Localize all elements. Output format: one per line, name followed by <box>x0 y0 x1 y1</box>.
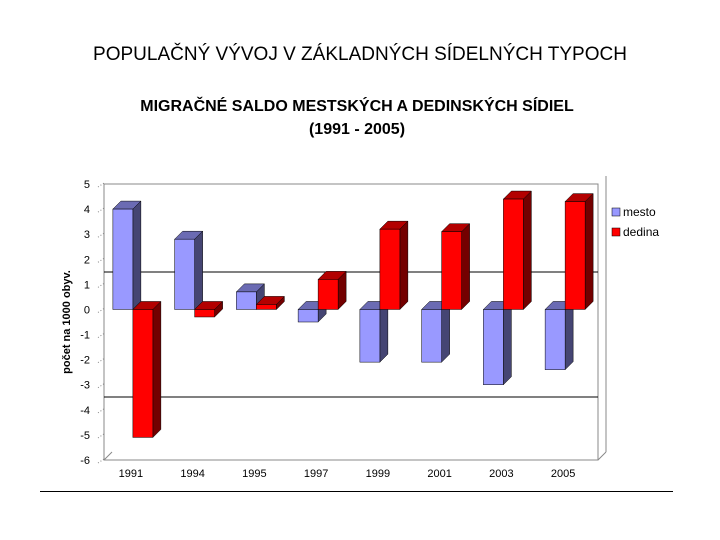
x-tick-label: 1995 <box>242 468 266 480</box>
legend-swatch-mesto <box>611 207 621 217</box>
x-tick-label: 1991 <box>119 468 143 480</box>
bar-dedina-2003 <box>502 190 532 311</box>
bar-dedina-1999 <box>379 220 409 311</box>
legend-swatch-dedina <box>611 227 621 237</box>
footer-rule <box>40 491 673 492</box>
chart-subtitle: (1991 - 2005) <box>309 121 405 138</box>
y-tick-label: 2 <box>84 254 90 266</box>
bars <box>112 190 594 439</box>
bar-mesto-1991 <box>112 200 142 311</box>
x-tick-label: 1999 <box>366 468 390 480</box>
y-tick-label: 5 <box>84 179 90 191</box>
y-tick-mark <box>97 257 105 263</box>
y-tick-label: -6 <box>80 455 90 467</box>
page-title: POPULAČNÝ VÝVOJ V ZÁKLADNÝCH SÍDELNÝCH T… <box>93 44 627 65</box>
y-axis-label: počet na 1000 obyv. <box>61 270 73 374</box>
bar-mesto-1997 <box>297 300 327 323</box>
chart-title: MIGRAČNÉ SALDO MESTSKÝCH A DEDINSKÝCH SÍ… <box>140 96 574 115</box>
y-tick-mark <box>97 282 105 288</box>
depth-edge-left <box>103 451 113 461</box>
y-tick-label: 3 <box>84 229 90 241</box>
y-tick-mark <box>97 458 105 464</box>
legend: mesto dedina <box>611 205 659 239</box>
y-tick-mark <box>97 182 105 188</box>
y-tick-mark <box>97 232 105 238</box>
y-tick-label: -4 <box>80 405 90 417</box>
y-tick-mark <box>97 383 105 389</box>
plot-box <box>103 183 599 461</box>
x-tick-label: 2003 <box>489 468 513 480</box>
bar-dedina-2001 <box>441 223 471 311</box>
x-tick-label: 1994 <box>180 468 204 480</box>
y-tick-mark <box>97 408 105 414</box>
y-tick-label: 0 <box>84 304 90 316</box>
bar-mesto-2005 <box>544 300 574 371</box>
y-tick-mark <box>97 358 105 364</box>
x-tick-label: 2001 <box>427 468 451 480</box>
y-tick-labels: 5 4 3 2 1 0 -1 -2 -3 -4 -5 -6 <box>80 179 105 467</box>
bar-dedina-2005 <box>564 192 594 311</box>
x-tick-labels: 1991 1994 1995 1997 1999 2001 2003 2005 <box>119 468 576 480</box>
y-tick-label: 1 <box>84 279 90 291</box>
bar-dedina-1997 <box>317 270 347 311</box>
y-tick-mark <box>97 433 105 439</box>
y-tick-label: -2 <box>80 355 90 367</box>
bar-mesto-2003 <box>482 300 512 386</box>
bar-mesto-1999 <box>359 300 389 363</box>
bar-dedina-1995 <box>255 295 285 311</box>
y-tick-label: -3 <box>80 380 90 392</box>
x-tick-label: 2005 <box>551 468 575 480</box>
y-tick-mark <box>97 333 105 338</box>
legend-label-dedina: dedina <box>623 225 659 239</box>
bar-dedina-1991 <box>132 300 162 439</box>
x-tick-label: 1997 <box>304 468 328 480</box>
depth-edge-right <box>597 451 607 461</box>
y-tick-label: -1 <box>80 330 90 342</box>
y-tick-label: -5 <box>80 430 90 442</box>
bar-dedina-1994 <box>194 300 224 318</box>
bar-mesto-1994 <box>174 230 204 311</box>
legend-label-mesto: mesto <box>623 205 656 219</box>
y-tick-label: 4 <box>84 204 90 216</box>
y-tick-mark <box>97 207 105 213</box>
y-tick-mark <box>97 308 105 313</box>
bar-mesto-2001 <box>421 300 451 363</box>
